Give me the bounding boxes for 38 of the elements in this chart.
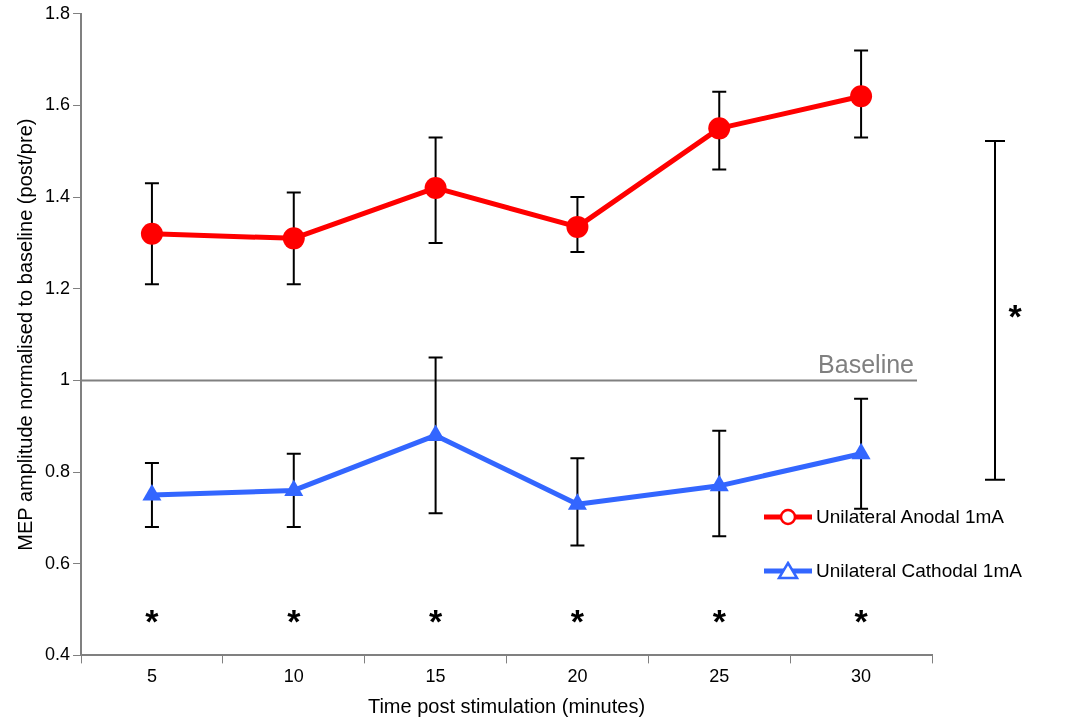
y-tick-label: 1.2 bbox=[44, 277, 71, 298]
point bbox=[851, 442, 871, 460]
annotation: * bbox=[570, 602, 585, 641]
point bbox=[282, 227, 305, 250]
x-tick-label: 10 bbox=[283, 666, 304, 687]
y-tick-label: 0.8 bbox=[44, 461, 71, 482]
y-tick-label: 1.4 bbox=[44, 186, 71, 207]
annotation: * bbox=[287, 602, 302, 641]
y-tick-label: 1.6 bbox=[44, 94, 71, 115]
legend-label: Unilateral Cathodal 1mA bbox=[816, 560, 1022, 583]
x-tick-label: 25 bbox=[709, 666, 730, 687]
x-axis-title: Time post stimulation (minutes) bbox=[367, 694, 646, 717]
annotation: * bbox=[854, 602, 869, 641]
point bbox=[850, 85, 873, 108]
annotation: * bbox=[145, 602, 160, 641]
ref-line-label: Baseline bbox=[818, 349, 914, 378]
point bbox=[424, 176, 447, 199]
x-tick-label: 15 bbox=[425, 666, 446, 687]
annotation: * bbox=[712, 602, 727, 641]
y-tick-label: 0.4 bbox=[44, 644, 71, 665]
point bbox=[140, 222, 163, 245]
x-tick-label: 20 bbox=[567, 666, 588, 687]
point bbox=[284, 479, 304, 496]
point bbox=[708, 117, 731, 140]
point bbox=[709, 474, 729, 492]
x-tick-label: 5 bbox=[146, 666, 157, 687]
y-tick-label: 1 bbox=[60, 369, 71, 390]
point bbox=[426, 424, 446, 441]
annotation: * bbox=[428, 602, 443, 641]
point bbox=[566, 215, 589, 238]
text: * bbox=[1008, 296, 1023, 335]
point bbox=[567, 493, 587, 510]
y-tick-label: 1.8 bbox=[44, 2, 71, 23]
point bbox=[142, 484, 162, 501]
y-axis-title: MEP amplitude normalised to baseline (post/pre) bbox=[13, 118, 36, 551]
x-tick-label: 30 bbox=[851, 666, 872, 687]
y-tick-label: 0.6 bbox=[44, 552, 71, 573]
legend-label: Unilateral Anodal 1mA bbox=[816, 506, 1004, 529]
